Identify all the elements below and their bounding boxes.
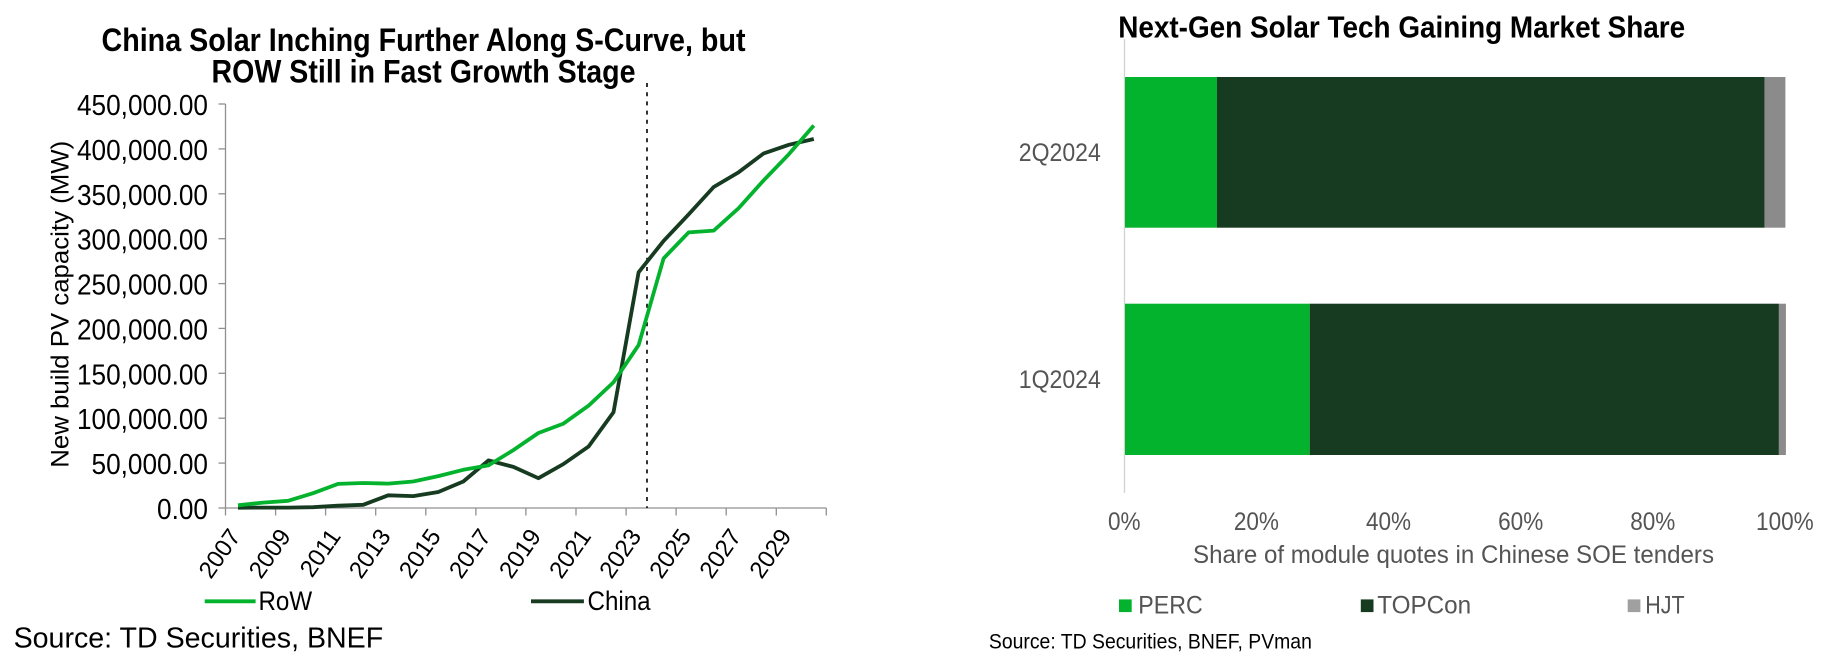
svg-text:China: China: [588, 586, 652, 616]
svg-text:40%: 40%: [1366, 508, 1411, 536]
svg-text:100,000.00: 100,000.00: [77, 404, 208, 436]
svg-text:China Solar Inching Further Al: China Solar Inching Further Along S-Curv…: [102, 22, 746, 58]
svg-text:Share of module quotes in Chin: Share of module quotes in Chinese SOE te…: [1193, 541, 1714, 569]
svg-text:1Q2024: 1Q2024: [1019, 366, 1101, 394]
svg-text:Source: TD Securities, BNEF, P: Source: TD Securities, BNEF, PVman: [989, 630, 1312, 654]
svg-text:New build PV capacity (MW): New build PV capacity (MW): [47, 141, 75, 468]
svg-text:2Q2024: 2Q2024: [1019, 139, 1101, 167]
svg-text:450,000.00: 450,000.00: [77, 90, 208, 122]
svg-text:100%: 100%: [1756, 508, 1814, 536]
svg-text:Source: TD Securities, BNEF: Source: TD Securities, BNEF: [14, 623, 384, 655]
svg-text:0%: 0%: [1108, 508, 1141, 536]
svg-text:80%: 80%: [1630, 508, 1675, 536]
svg-text:200,000.00: 200,000.00: [77, 314, 208, 346]
svg-text:300,000.00: 300,000.00: [77, 225, 208, 257]
svg-text:60%: 60%: [1498, 508, 1543, 536]
svg-text:HJT: HJT: [1645, 592, 1684, 620]
svg-text:50,000.00: 50,000.00: [92, 449, 209, 481]
svg-text:0.00: 0.00: [157, 494, 208, 526]
svg-text:ROW Still in Fast Growth Stage: ROW Still in Fast Growth Stage: [212, 54, 636, 90]
svg-text:350,000.00: 350,000.00: [77, 180, 208, 212]
svg-text:250,000.00: 250,000.00: [77, 270, 208, 302]
svg-text:PERC: PERC: [1138, 592, 1202, 620]
svg-text:RoW: RoW: [259, 586, 313, 616]
svg-text:400,000.00: 400,000.00: [77, 135, 208, 167]
svg-text:Next-Gen Solar Tech Gaining Ma: Next-Gen Solar Tech Gaining Market Share: [1118, 9, 1685, 44]
svg-text:20%: 20%: [1234, 508, 1279, 536]
svg-text:150,000.00: 150,000.00: [77, 359, 208, 391]
svg-text:TOPCon: TOPCon: [1377, 592, 1471, 620]
